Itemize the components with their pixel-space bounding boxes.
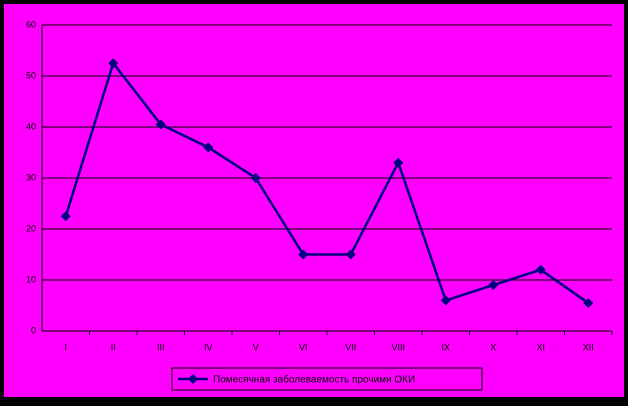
x-tick-label: V (253, 342, 259, 352)
marker (345, 249, 356, 260)
line (64, 60, 589, 304)
x-tick-label: IV (204, 342, 213, 352)
marker (108, 58, 119, 69)
legend (171, 367, 483, 391)
marker (60, 211, 71, 222)
marker (535, 264, 546, 275)
marker (440, 295, 451, 306)
y-tick-label: 60 (26, 19, 36, 29)
marker (583, 297, 594, 308)
y-tick-label: 50 (26, 70, 36, 80)
legend-label: Помесячная заболеваемость прочими ОКИ (213, 374, 415, 386)
marker (203, 142, 214, 153)
x-tick-label: VII (345, 342, 356, 352)
x-tick-label: VIII (391, 342, 405, 352)
x-tick-label: IX (441, 342, 450, 352)
x-tick-label: I (64, 342, 67, 352)
x-tick-label: VI (299, 342, 308, 352)
y-tick-label: 30 (26, 172, 36, 182)
legend-marker (188, 374, 198, 384)
x-tick-label: XII (583, 342, 594, 352)
y-tick-label: 0 (31, 325, 36, 335)
marker (155, 119, 166, 130)
marker (250, 173, 261, 183)
x-tick-label: II (111, 342, 116, 352)
marker (393, 157, 404, 168)
chart-area (4, 4, 624, 397)
y-tick-label: 40 (26, 121, 36, 131)
y-tick-label: 20 (26, 223, 36, 233)
y-tick-label: 10 (26, 274, 36, 284)
x-tick-label: III (157, 342, 165, 352)
marker (488, 280, 499, 291)
x-tick-label: X (490, 342, 496, 352)
marker (298, 249, 309, 260)
x-tick-label: XI (536, 342, 545, 352)
